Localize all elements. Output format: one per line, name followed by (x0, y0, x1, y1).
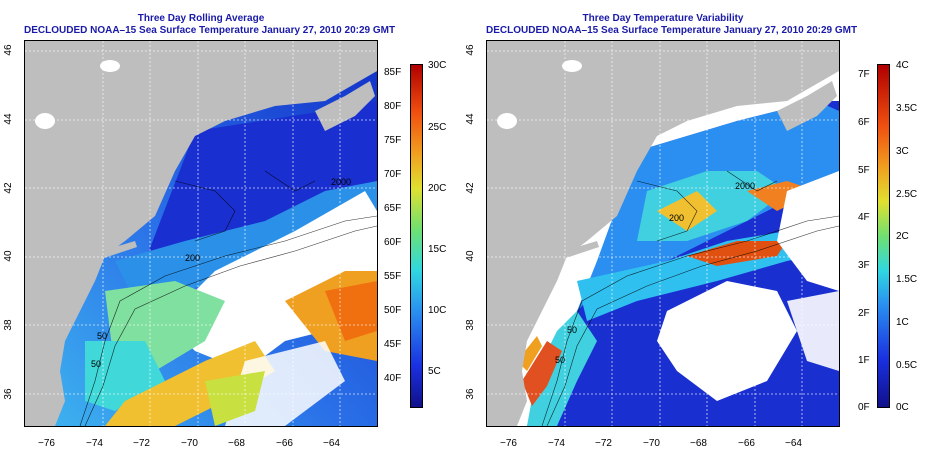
right-cb-4c: 4C (896, 60, 909, 71)
left-xtick-76: −76 (38, 438, 55, 449)
left-cb-55f: 55F (384, 271, 402, 282)
left-contour-label-2000: 2000 (331, 177, 352, 187)
left-map: 2000 200 50 50 (24, 40, 378, 427)
right-cb-2-5c: 2.5C (896, 189, 918, 200)
left-title: Three Day Rolling Average (137, 13, 265, 24)
left-contour-label-200: 200 (185, 253, 201, 263)
right-ytick-44: 44 (465, 113, 476, 125)
left-contour-label-50a: 50 (97, 331, 108, 341)
right-xtick-68: −68 (690, 438, 707, 449)
right-cb-7f: 7F (858, 69, 870, 80)
right-cb-6f: 6F (858, 117, 870, 128)
right-contour-label-200: 200 (669, 213, 685, 223)
left-cb-30c: 30C (428, 60, 447, 71)
left-ytick-36: 36 (3, 388, 14, 400)
left-xtick-70: −70 (181, 438, 198, 449)
right-cb-3c: 3C (896, 146, 909, 157)
left-cb-75f: 75F (384, 135, 402, 146)
left-cb-15c: 15C (428, 244, 447, 255)
right-ytick-42: 42 (465, 182, 476, 194)
right-contour-label-50a: 50 (567, 325, 578, 335)
right-subtitle: DECLOUDED NOAA–15 Sea Surface Temperatur… (486, 25, 858, 36)
right-cb-1c: 1C (896, 317, 909, 328)
right-cb-3-5c: 3.5C (896, 103, 918, 114)
left-cb-50f: 50F (384, 305, 402, 316)
right-cb-5f: 5F (858, 165, 870, 176)
left-cb-70f: 70F (384, 169, 402, 180)
right-contour-label-50b: 50 (555, 355, 566, 365)
right-cb-3f: 3F (858, 260, 870, 271)
right-xtick-64: −64 (785, 438, 802, 449)
left-cb-45f: 45F (384, 339, 402, 350)
left-cb-25c: 25C (428, 122, 447, 133)
left-contour-label-50b: 50 (91, 359, 102, 369)
right-xtick-76: −76 (500, 438, 517, 449)
right-cb-1f: 1F (858, 355, 870, 366)
left-cb-40f: 40F (384, 373, 402, 384)
left-cb-60f: 60F (384, 237, 402, 248)
right-xtick-72: −72 (595, 438, 612, 449)
right-ytick-40: 40 (465, 250, 476, 262)
right-cb-0f: 0F (858, 402, 870, 413)
left-cb-65f: 65F (384, 203, 402, 214)
left-ytick-38: 38 (3, 319, 14, 331)
left-cb-20c: 20C (428, 183, 447, 194)
left-ytick-44: 44 (3, 113, 14, 125)
right-title: Three Day Temperature Variability (582, 13, 744, 24)
right-cb-1-5c: 1.5C (896, 274, 918, 285)
right-cb-2f: 2F (858, 308, 870, 319)
left-subtitle: DECLOUDED NOAA–15 Sea Surface Temperatur… (24, 25, 396, 36)
right-xtick-66: −66 (738, 438, 755, 449)
right-ytick-46: 46 (465, 44, 476, 56)
right-xtick-70: −70 (643, 438, 660, 449)
left-cb-5c: 5C (428, 366, 441, 377)
left-xtick-66: −66 (276, 438, 293, 449)
left-xtick-72: −72 (133, 438, 150, 449)
right-ytick-38: 38 (465, 319, 476, 331)
left-cb-80f: 80F (384, 101, 402, 112)
right-colorbar (877, 64, 890, 408)
left-colorbar (410, 64, 423, 408)
right-cb-0-5c: 0.5C (896, 360, 918, 371)
left-xtick-74: −74 (86, 438, 103, 449)
right-cb-4f: 4F (858, 212, 870, 223)
right-ytick-36: 36 (465, 388, 476, 400)
left-xtick-64: −64 (323, 438, 340, 449)
left-ytick-40: 40 (3, 250, 14, 262)
left-xtick-68: −68 (228, 438, 245, 449)
right-map: 2000 200 50 50 (486, 40, 840, 427)
right-contour-label-2000: 2000 (735, 181, 756, 191)
right-cb-2c: 2C (896, 231, 909, 242)
left-ytick-46: 46 (3, 44, 14, 56)
right-cb-0c: 0C (896, 402, 909, 413)
left-ytick-42: 42 (3, 182, 14, 194)
right-xtick-74: −74 (548, 438, 565, 449)
left-cb-10c: 10C (428, 305, 447, 316)
left-cb-85f: 85F (384, 67, 402, 78)
